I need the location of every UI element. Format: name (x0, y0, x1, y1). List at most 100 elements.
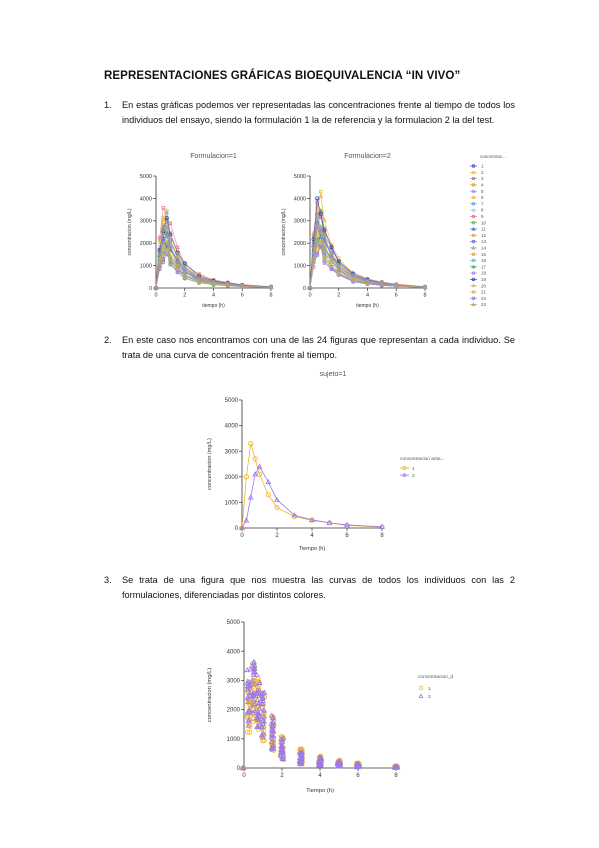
legend-entry: 13 (481, 239, 487, 244)
data-point (319, 190, 323, 194)
data-point (326, 519, 333, 526)
legend-entry: 5 (481, 189, 484, 194)
data-point (270, 737, 277, 743)
x-tick-label: 8 (380, 533, 384, 539)
data-point (318, 756, 324, 762)
data-point (259, 696, 265, 702)
item-text: Se trata de una figura que nos muestra l… (122, 575, 515, 600)
data-point (297, 761, 304, 767)
page-title: REPRESENTACIONES GRÁFICAS BIOEQUIVALENCI… (104, 70, 461, 82)
data-point (161, 258, 165, 263)
legend-title: concentracion anta... (400, 456, 445, 462)
data-point (244, 694, 251, 700)
series-line (155, 207, 272, 289)
data-point (251, 662, 258, 668)
data-point (249, 678, 256, 684)
legend-marker (418, 693, 424, 698)
data-point (244, 667, 251, 673)
legend-marker (472, 271, 475, 275)
legend-entry: 1 (481, 164, 484, 169)
data-point (380, 281, 384, 285)
y-axis-label: concentracion (mg/L) (281, 208, 287, 255)
x-tick-label: 2 (183, 293, 186, 299)
data-point (279, 738, 286, 744)
data-point (256, 705, 263, 711)
data-point (270, 719, 277, 725)
legend-marker (472, 214, 475, 218)
item-number: 3. (104, 575, 112, 585)
y-tick-label: 0 (303, 286, 306, 292)
data-point (240, 765, 247, 771)
x-tick-label: 4 (366, 293, 369, 299)
y-axis-label: concentracion (mg/L) (207, 668, 213, 723)
data-point (245, 678, 251, 684)
data-point (247, 685, 254, 691)
series-line (309, 232, 426, 289)
y-tick-label: 2000 (140, 241, 152, 247)
y-tick-label: 1000 (294, 264, 306, 270)
list-item-1: 1. En estas gráficas podemos ver represe… (104, 98, 515, 127)
y-tick-label: 3000 (294, 219, 306, 225)
data-point (247, 729, 253, 735)
series-line (309, 194, 426, 289)
data-point (251, 700, 258, 706)
legend-title: concentrac... (480, 154, 506, 159)
data-point (394, 283, 398, 287)
data-point (183, 265, 187, 270)
legend-entry: 18 (481, 271, 487, 276)
data-point (247, 682, 253, 688)
series-line (309, 225, 426, 289)
legend-entry: 15 (481, 252, 487, 257)
legend-marker (418, 685, 424, 691)
data-point (260, 713, 267, 719)
legend-marker (472, 290, 475, 294)
legend-marker (471, 264, 476, 269)
y-tick-label: 0 (149, 286, 152, 292)
panel-title: Formulacion=2 (344, 153, 391, 160)
data-point (319, 226, 323, 230)
data-point (291, 512, 298, 518)
chart-all-individuals: 0 2 4 6 8 0 1000 2000 3000 4000 5000 Tiempo (h) conc… (207, 620, 454, 794)
y-tick-label: 1000 (227, 737, 241, 743)
y-tick-label: 5000 (294, 174, 306, 180)
data-point (182, 272, 188, 277)
data-point (160, 217, 166, 222)
y-tick-label: 5000 (225, 398, 239, 404)
legend-marker (471, 207, 476, 212)
legend-marker (471, 202, 476, 206)
data-point (329, 267, 334, 272)
data-point (250, 669, 257, 675)
legend-entry: 14 (481, 246, 487, 251)
legend-entry: 20 (481, 283, 487, 288)
data-point (256, 710, 262, 716)
y-tick-label: 4000 (227, 649, 241, 655)
legend-entry: 10 (481, 220, 487, 225)
data-point (337, 263, 341, 267)
data-point (245, 722, 252, 728)
data-point (157, 252, 162, 257)
data-point (254, 696, 261, 702)
legend-marker (402, 466, 407, 471)
data-point (250, 692, 256, 698)
series-line (241, 465, 383, 529)
data-point (315, 215, 319, 220)
data-point (168, 221, 173, 225)
item-number: 2. (104, 335, 112, 345)
legend-marker (471, 164, 476, 168)
legend-marker (471, 296, 476, 300)
series-line (155, 219, 272, 289)
x-tick-label: 4 (318, 773, 322, 779)
data-point (243, 517, 250, 523)
data-point (329, 252, 334, 257)
series-line (155, 242, 272, 289)
y-tick-label: 5000 (140, 174, 152, 180)
data-point (243, 474, 249, 480)
data-point (322, 234, 327, 238)
data-point (196, 278, 202, 283)
data-point (268, 727, 275, 733)
legend-entry: 9 (481, 214, 484, 219)
x-tick-label: 6 (356, 773, 360, 779)
data-point (164, 216, 169, 221)
data-point (278, 747, 285, 753)
data-point (329, 252, 334, 256)
